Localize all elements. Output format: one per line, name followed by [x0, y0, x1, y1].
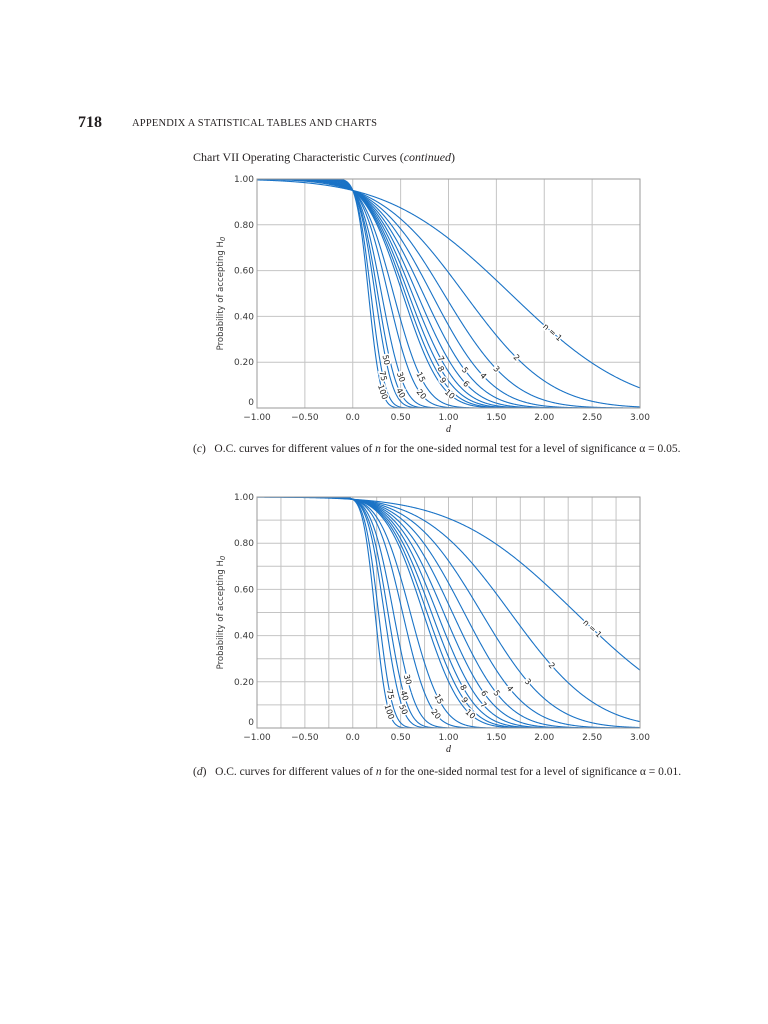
- panel-label: c: [196, 443, 202, 455]
- y-tick-label: 0.40: [234, 632, 254, 642]
- x-tick-label: −1.00: [243, 733, 271, 743]
- curve-label-n-15: 15: [432, 693, 445, 706]
- caption-d: (d) O.C. curves for different values of …: [193, 766, 682, 778]
- y-axis-label-text: Probability of accepting H: [216, 560, 226, 669]
- curve-label-n-8: 8: [458, 683, 468, 692]
- chart-title: Chart VII Operating Characteristic Curve…: [193, 150, 456, 164]
- plot-frame: [256, 178, 641, 409]
- curve-label-n-75: 75: [377, 370, 388, 382]
- y-tick-label: 0: [248, 398, 254, 408]
- oc-curve-n-2: [256, 178, 641, 408]
- plot-frame: [256, 496, 641, 729]
- curve-label-n-8: 8: [436, 365, 446, 374]
- y-tick-label: 0.20: [234, 358, 254, 368]
- y-tick-label: 1.00: [234, 175, 254, 185]
- y-tick-label: 0.40: [234, 312, 254, 322]
- oc-curve-n-3: [256, 178, 641, 409]
- y-axis-label-sub: 0: [219, 555, 227, 560]
- y-tick-label: 0: [248, 718, 254, 728]
- caption-prefix: O.C. curves for different values of: [215, 766, 373, 778]
- caption-suffix: for the one-sided normal test for a leve…: [383, 443, 681, 455]
- caption-c: (c) O.C. curves for different values of …: [193, 443, 681, 455]
- x-axis-label: d: [446, 744, 452, 755]
- y-tick-label: 1.00: [234, 493, 254, 503]
- y-axis-label: Probability of accepting H0: [216, 555, 227, 669]
- x-tick-label: 1.50: [486, 413, 506, 423]
- x-tick-label: 0.0: [346, 733, 361, 743]
- x-tick-label: −1.00: [243, 413, 271, 423]
- page-number: 718: [78, 114, 102, 131]
- x-tick-label: 3.00: [630, 413, 650, 423]
- x-axis-label: d: [446, 424, 452, 435]
- curve-label-n-7: 7: [436, 354, 446, 363]
- curve-label-n-6: 6: [479, 689, 489, 698]
- running-head: APPENDIX A STATISTICAL TABLES AND CHARTS: [132, 118, 378, 129]
- caption-prefix: O.C. curves for different values of: [214, 443, 373, 455]
- x-tick-label: 0.50: [391, 413, 411, 423]
- x-tick-label: 1.00: [438, 413, 458, 423]
- x-tick-label: 2.50: [582, 413, 602, 423]
- y-axis-label: Probability of accepting H0: [216, 236, 227, 350]
- x-tick-label: 2.00: [534, 413, 554, 423]
- chart-title-suffix: continued: [403, 150, 452, 164]
- x-tick-label: 0.0: [346, 413, 361, 423]
- x-tick-label: 1.50: [486, 733, 506, 743]
- x-tick-label: 2.00: [534, 733, 554, 743]
- y-axis-label-sub: 0: [219, 236, 227, 241]
- x-tick-label: 3.00: [630, 733, 650, 743]
- caption-var: n: [375, 443, 381, 455]
- y-tick-label: 0.80: [234, 221, 254, 231]
- chart-title-text: Chart VII Operating Characteristic Curve…: [193, 150, 397, 164]
- y-tick-label: 0.60: [234, 267, 254, 277]
- x-tick-label: 2.50: [582, 733, 602, 743]
- x-tick-label: 1.00: [438, 733, 458, 743]
- panel-label: d: [196, 766, 203, 778]
- curve-label-n-100: 100: [382, 703, 395, 720]
- x-tick-label: −0.50: [291, 413, 319, 423]
- y-tick-label: 0.80: [234, 539, 254, 549]
- curve-label-n-30: 30: [402, 673, 413, 685]
- caption-suffix: for the one-sided normal test for a leve…: [384, 766, 682, 778]
- oc-curve-n-1: [256, 179, 641, 389]
- grid: [256, 496, 641, 729]
- curve-label-n-75: 75: [385, 689, 396, 701]
- x-tick-label: −0.50: [291, 733, 319, 743]
- caption-var: n: [375, 766, 382, 778]
- x-tick-label: 0.50: [391, 733, 411, 743]
- y-tick-label: 0.60: [234, 585, 254, 595]
- y-tick-label: 0.20: [234, 678, 254, 688]
- y-axis-label-text: Probability of accepting H: [216, 241, 226, 350]
- curve-label-n-50: 50: [380, 354, 391, 366]
